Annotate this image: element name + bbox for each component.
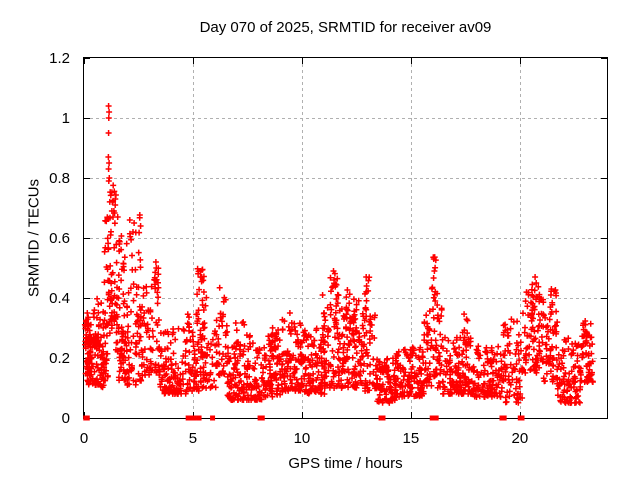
- axis-ticks-and-border: [83, 57, 608, 419]
- y-tick-label: 0.6: [49, 230, 70, 247]
- x-tick-label: 15: [403, 430, 420, 447]
- x-tick-label: 20: [511, 430, 528, 447]
- y-tick-label: 1: [62, 110, 70, 127]
- x-tick-labels: 0 5 10 15 20: [80, 430, 528, 447]
- y-tick-label: 0: [62, 410, 70, 427]
- x-tick-label: 10: [294, 430, 311, 447]
- x-axis-label: GPS time / hours: [288, 455, 403, 472]
- y-tick-label: 0.8: [49, 170, 70, 187]
- x-tick-label: 0: [80, 430, 88, 447]
- x-tick-label: 5: [189, 430, 197, 447]
- data-points: [81, 103, 596, 406]
- y-tick-label: 0.4: [49, 290, 70, 307]
- chart-title: Day 070 of 2025, SRMTID for receiver av0…: [199, 19, 492, 36]
- y-tick-label: 1.2: [49, 50, 70, 67]
- zero-value-points: [83, 415, 525, 421]
- y-tick-label: 0.2: [49, 350, 70, 367]
- y-tick-labels: 0 0.2 0.4 0.6 0.8 1 1.2: [49, 50, 70, 427]
